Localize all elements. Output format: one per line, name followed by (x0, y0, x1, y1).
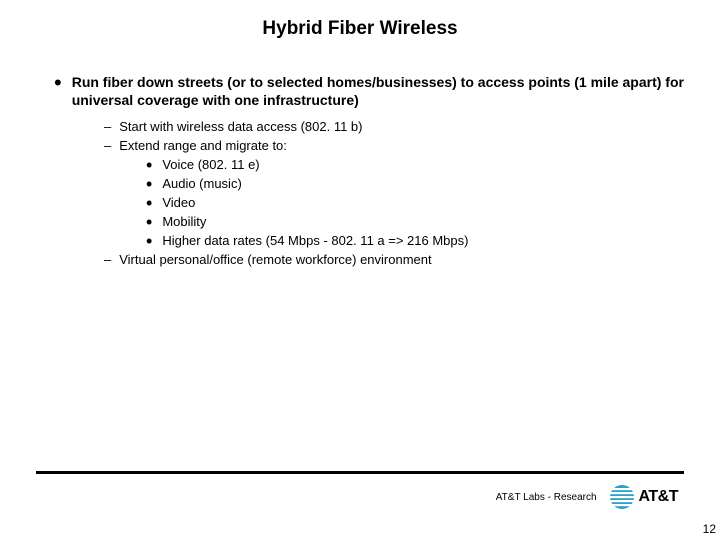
dot-sublist: • Voice (802. 11 e) • Audio (music) • Vi… (146, 157, 684, 248)
slide-title: Hybrid Fiber Wireless (36, 18, 684, 40)
dot-text: Video (162, 195, 195, 210)
att-logo: AT&T (609, 484, 678, 510)
dot-text: Audio (music) (162, 176, 241, 191)
dash-item: – Extend range and migrate to: (104, 138, 684, 153)
page-number: 12 (703, 522, 716, 536)
globe-icon (609, 484, 635, 510)
dot-item: • Audio (music) (146, 176, 684, 191)
dash-icon: – (104, 138, 111, 153)
dot-text: Higher data rates (54 Mbps - 802. 11 a =… (162, 233, 468, 248)
dash-text: Start with wireless data access (802. 11… (119, 119, 362, 134)
dot-item: • Video (146, 195, 684, 210)
dash-text: Virtual personal/office (remote workforc… (119, 252, 431, 267)
footer: AT&T Labs - Research AT&T (496, 484, 678, 510)
bullet-dot-icon: • (146, 159, 152, 171)
footer-rule (36, 471, 684, 474)
dash-item: – Start with wireless data access (802. … (104, 119, 684, 134)
bullet-dot-icon: • (146, 216, 152, 228)
dash-item: – Virtual personal/office (remote workfo… (104, 252, 684, 267)
footer-label: AT&T Labs - Research (496, 492, 597, 503)
dot-item: • Voice (802. 11 e) (146, 157, 684, 172)
bullet-dot-icon: • (54, 76, 62, 90)
main-bullet-text: Run fiber down streets (or to selected h… (72, 74, 684, 109)
dash-text: Extend range and migrate to: (119, 138, 287, 153)
slide: Hybrid Fiber Wireless • Run fiber down s… (0, 0, 720, 540)
bullet-dot-icon: • (146, 235, 152, 247)
dot-text: Voice (802. 11 e) (162, 157, 259, 172)
dash-icon: – (104, 119, 111, 134)
main-bullet: • Run fiber down streets (or to selected… (54, 74, 684, 109)
bullet-dot-icon: • (146, 178, 152, 190)
logo-text: AT&T (639, 488, 678, 506)
dot-item: • Higher data rates (54 Mbps - 802. 11 a… (146, 233, 684, 248)
dot-text: Mobility (162, 214, 206, 229)
sub-list: – Start with wireless data access (802. … (104, 119, 684, 267)
dot-item: • Mobility (146, 214, 684, 229)
bullet-dot-icon: • (146, 197, 152, 209)
dash-icon: – (104, 252, 111, 267)
